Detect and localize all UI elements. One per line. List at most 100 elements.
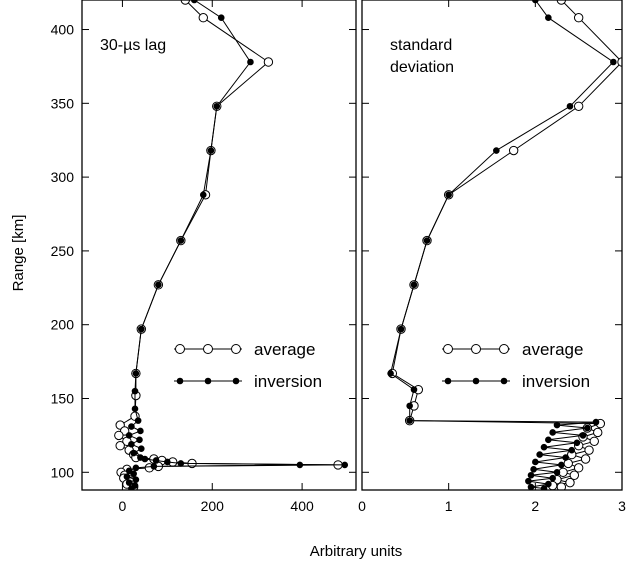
plot-area [114,0,349,490]
data-point-inversion [125,479,133,486]
x-tick-label: 0 [119,498,127,514]
data-point-inversion [410,281,418,289]
panels: 0 200 400 100 150 200 250 300 350 400 30-µs lag ave… [51,0,626,514]
data-point-average [565,477,575,488]
y-axis-title: Range [km] [10,215,27,292]
panel-frame [81,0,357,491]
data-point-inversion [177,237,185,244]
data-point-inversion [137,445,145,452]
legend-label: average [522,340,583,359]
data-point-inversion [549,429,556,436]
data-point-inversion [610,58,617,66]
legend-entry-average: average [442,340,583,359]
data-point-inversion [128,440,135,448]
data-point-inversion [132,370,140,377]
legend-marker [471,344,481,354]
data-point-inversion [592,418,600,426]
y-tick-label: 250 [51,243,75,259]
data-point-inversion [134,417,142,424]
series-line-average [117,0,339,488]
data-point-average [556,482,567,490]
data-point-inversion [579,432,587,439]
data-point-inversion [341,461,349,469]
data-point-average [180,0,191,5]
data-point-inversion [568,446,576,454]
data-point-inversion [536,451,543,458]
data-point-average [573,13,584,23]
panel-frame [361,0,623,491]
legend-marker [499,344,509,354]
data-point-average [508,145,519,156]
data-point-inversion [128,423,135,430]
data-point-inversion [296,461,304,469]
panel-2: 0 1 2 3 standard deviation average inversion [358,0,626,514]
data-point-inversion [540,443,548,451]
data-point-average [198,13,208,23]
data-point-average [580,454,591,464]
y-tick-label: 350 [51,95,75,111]
x-tick-label: 200 [201,498,225,514]
data-point-inversion [137,325,145,333]
y-tick-label: 150 [51,390,75,406]
series-line-inversion [390,0,615,489]
data-point-average [593,427,603,438]
data-point-inversion [190,0,198,4]
data-point-inversion [387,370,394,377]
panel-label: 30-µs lag [100,37,166,54]
legend-entry-inversion: inversion [174,372,322,391]
data-point-inversion [584,424,591,432]
data-point-inversion [125,432,133,439]
y-tick-label: 400 [51,22,75,38]
legend-marker [231,344,241,354]
data-point-inversion [406,402,413,410]
data-point-inversion [530,466,537,473]
data-point-average [589,436,599,446]
plot-area [387,0,622,490]
x-tick-label: 2 [531,498,539,514]
data-point-inversion [123,473,131,481]
data-point-inversion [155,281,162,289]
data-point-inversion [213,102,221,110]
x-tick-label: 0 [358,498,366,514]
data-point-inversion [164,458,171,466]
data-point-inversion [199,191,207,199]
data-point-inversion [525,477,532,485]
data-point-average [573,101,584,111]
y-tick-label: 200 [51,317,75,333]
data-point-inversion [545,436,552,444]
data-point-inversion [410,386,418,393]
legend-marker [203,344,213,354]
data-point-inversion [125,467,133,475]
data-point-average [263,57,274,67]
legend-marker [232,377,240,385]
data-point-inversion [136,436,143,444]
x-tick-label: 1 [445,498,453,514]
legend-label: inversion [522,372,590,391]
x-tick-label: 400 [290,498,314,514]
data-point-inversion [131,387,139,395]
legend-marker [443,344,453,354]
data-point-inversion [150,463,158,470]
data-point-inversion [247,58,254,66]
legend-label: inversion [254,372,322,391]
data-point-inversion [132,476,140,483]
legend-entry-inversion: inversion [442,372,590,391]
data-point-inversion [177,460,185,467]
legend-marker [500,377,508,385]
data-point-inversion [130,470,137,478]
data-point-inversion [131,405,139,413]
data-point-average [115,441,125,451]
data-point-inversion [217,14,225,22]
data-point-inversion [137,427,144,435]
data-point-average [569,470,580,480]
legend-marker [472,377,480,385]
legend-marker [175,344,185,354]
data-point-average [556,0,567,5]
data-point-inversion [493,147,500,154]
data-point-inversion [566,102,574,110]
data-point-inversion [545,480,552,488]
panel-label: standard [390,37,452,54]
data-point-inversion [553,421,561,429]
y-tick-label: 100 [51,464,75,480]
legend-marker [204,377,212,385]
